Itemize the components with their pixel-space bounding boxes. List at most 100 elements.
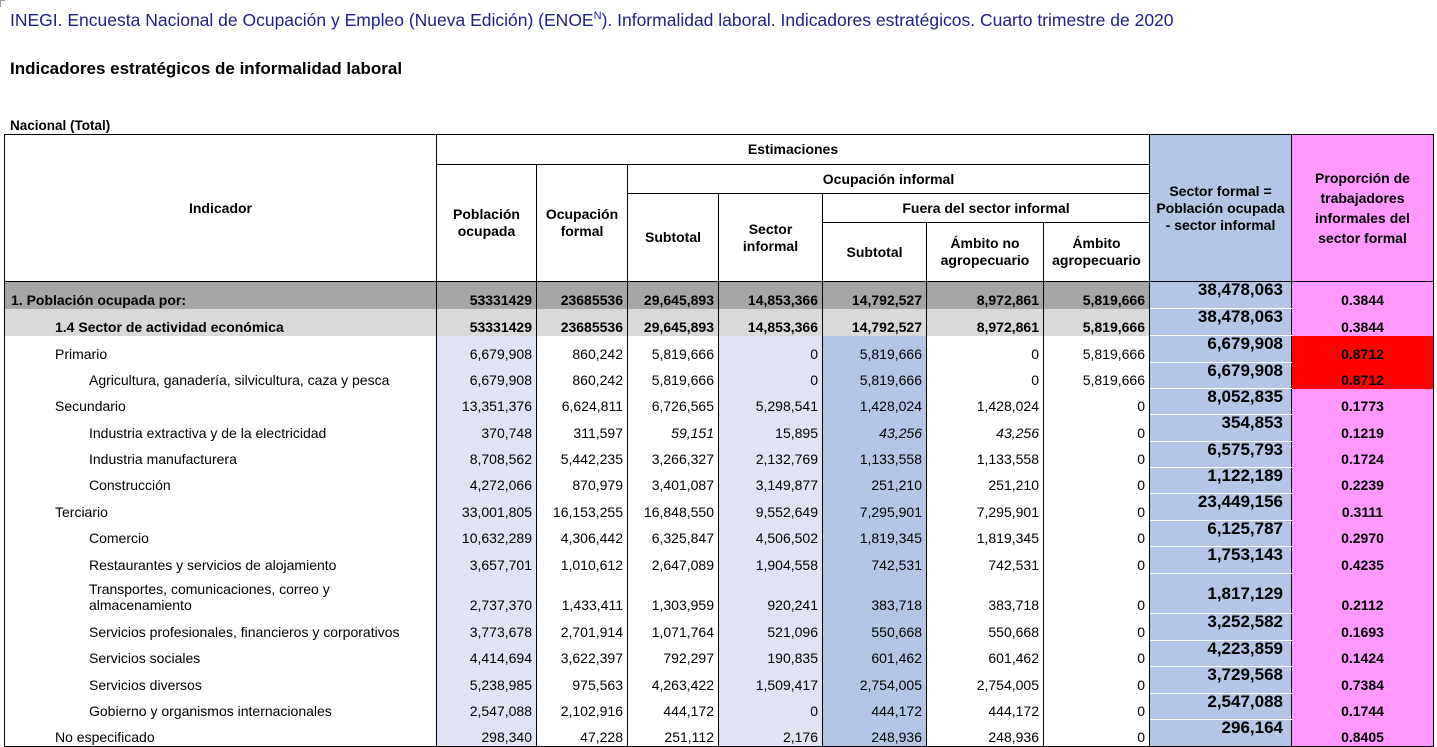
cell-sector-formal: 296,164: [1149, 719, 1292, 747]
table-row: Servicios sociales 4,414,694 3,622,397 792,…: [4, 640, 1434, 667]
cell-ocupacion-formal: 975,563: [536, 666, 628, 694]
cell-ambito-no-agro: 248,936: [926, 719, 1044, 747]
cell-poblacion-ocupada: 298,340: [436, 719, 537, 747]
cell-sector-formal: 6,575,793: [1149, 441, 1292, 468]
cell-fuera-subtotal: 742,531: [822, 546, 927, 574]
cell-proporcion: 0.4235: [1291, 546, 1434, 574]
header-poblacion-ocupada: Población ocupada: [436, 164, 537, 282]
cell-ocupacion-formal: 870,979: [536, 467, 628, 494]
cell-ocupacion-formal: 47,228: [536, 719, 628, 747]
cell-ambito-no-agro: 383,718: [926, 573, 1044, 614]
cell-subtotal: 6,325,847: [627, 520, 719, 547]
cell-ambito-agro: 0: [1043, 666, 1150, 694]
cell-proporcion: 0.1424: [1291, 640, 1434, 667]
cell-ocupacion-formal: 23685536: [536, 281, 628, 309]
cell-subtotal: 29,645,893: [627, 281, 719, 309]
row-label: Servicios diversos: [4, 666, 437, 694]
table-row: Terciario 33,001,805 16,153,255 16,848,550 9…: [4, 493, 1434, 521]
cell-ambito-no-agro: 251,210: [926, 467, 1044, 494]
cell-fuera-subtotal: 248,936: [822, 719, 927, 747]
cell-sector-informal: 3,149,877: [718, 467, 823, 494]
cell-ocupacion-formal: 5,442,235: [536, 441, 628, 468]
header-ambito-agro: Ámbito agropecuario: [1043, 222, 1150, 282]
cell-subtotal: 3,266,327: [627, 441, 719, 468]
scope-label: Nacional (Total): [10, 118, 111, 133]
cell-sector-formal: 6,125,787: [1149, 520, 1292, 547]
cell-sector-formal: 6,679,908: [1149, 335, 1292, 363]
table-row: Comercio 10,632,289 4,306,442 6,325,847 4,50…: [4, 520, 1434, 547]
cell-ambito-no-agro: 444,172: [926, 693, 1044, 720]
cell-ambito-no-agro: 742,531: [926, 546, 1044, 574]
cell-ambito-agro: 0: [1043, 546, 1150, 574]
cell-ambito-agro: 0: [1043, 613, 1150, 641]
cell-ambito-agro: 0: [1043, 414, 1150, 442]
cell-ambito-agro: 0: [1043, 493, 1150, 521]
cell-ambito-no-agro: 8,972,861: [926, 281, 1044, 309]
header-sector-informal: Sector informal: [718, 193, 823, 282]
cell-poblacion-ocupada: 13,351,376: [436, 388, 537, 415]
cell-poblacion-ocupada: 2,737,370: [436, 573, 537, 614]
cell-sector-informal: 190,835: [718, 640, 823, 667]
table-row: Agricultura, ganadería, silvicultura, ca…: [4, 362, 1434, 389]
header-fuera-sector: Fuera del sector informal: [822, 193, 1150, 223]
row-label: Servicios profesionales, financieros y c…: [4, 613, 437, 641]
table-row: 1. Población ocupada por: 53331429 2368553…: [4, 281, 1434, 309]
row-label: No especificado: [4, 719, 437, 747]
cell-subtotal: 792,297: [627, 640, 719, 667]
cell-ambito-agro: 0: [1043, 719, 1150, 747]
cell-sector-informal: 14,853,366: [718, 308, 823, 336]
cell-ambito-no-agro: 1,133,558: [926, 441, 1044, 468]
cell-proporcion: 0.8712: [1291, 362, 1434, 389]
cell-proporcion: 0.1724: [1291, 441, 1434, 468]
table-row: Transportes, comunicaciones, correo y al…: [4, 573, 1434, 614]
header-ocupacion-formal: Ocupación formal: [536, 164, 628, 282]
cell-ambito-no-agro: 2,754,005: [926, 666, 1044, 694]
cell-sector-informal: 2,132,769: [718, 441, 823, 468]
cell-proporcion: 0.2970: [1291, 520, 1434, 547]
cell-poblacion-ocupada: 3,773,678: [436, 613, 537, 641]
cell-ambito-no-agro: 1,428,024: [926, 388, 1044, 415]
row-label: Secundario: [4, 388, 437, 415]
cell-proporcion: 0.8712: [1291, 335, 1434, 363]
cell-ambito-agro: 0: [1043, 640, 1150, 667]
cell-ambito-no-agro: 0: [926, 335, 1044, 363]
cell-ambito-agro: 0: [1043, 693, 1150, 720]
cell-poblacion-ocupada: 53331429: [436, 281, 537, 309]
cell-fuera-subtotal: 14,792,527: [822, 281, 927, 309]
cell-proporcion: 0.3844: [1291, 281, 1434, 309]
cell-ambito-no-agro: 7,295,901: [926, 493, 1044, 521]
cell-subtotal: 1,071,764: [627, 613, 719, 641]
row-label: Terciario: [4, 493, 437, 521]
cell-ocupacion-formal: 23685536: [536, 308, 628, 336]
cell-sector-formal: 1,817,129: [1149, 573, 1292, 614]
cell-fuera-subtotal: 5,819,666: [822, 335, 927, 363]
cell-proporcion: 0.3111: [1291, 493, 1434, 521]
cell-sector-informal: 2,176: [718, 719, 823, 747]
cell-ambito-agro: 0: [1043, 388, 1150, 415]
cell-subtotal: 2,647,089: [627, 546, 719, 574]
cell-subtotal: 16,848,550: [627, 493, 719, 521]
cell-ocupacion-formal: 16,153,255: [536, 493, 628, 521]
cell-subtotal: 59,151: [627, 414, 719, 442]
cell-sector-informal: 15,895: [718, 414, 823, 442]
cell-sector-informal: 5,298,541: [718, 388, 823, 415]
row-label: 1. Población ocupada por:: [4, 281, 437, 309]
header-sector-formal: Sector formal = Población ocupada - sect…: [1149, 134, 1292, 282]
cell-ocupacion-formal: 311,597: [536, 414, 628, 442]
header-proporcion: Proporción de trabajadores informales de…: [1291, 134, 1434, 282]
cell-ambito-no-agro: 43,256: [926, 414, 1044, 442]
cell-sector-formal: 1,122,189: [1149, 467, 1292, 494]
cell-proporcion: 0.1219: [1291, 414, 1434, 442]
cell-proporcion: 0.1693: [1291, 613, 1434, 641]
header-fuera-subtotal: Subtotal: [822, 222, 927, 282]
cell-subtotal: 6,726,565: [627, 388, 719, 415]
cell-poblacion-ocupada: 53331429: [436, 308, 537, 336]
cell-subtotal: 29,645,893: [627, 308, 719, 336]
cell-poblacion-ocupada: 33,001,805: [436, 493, 537, 521]
header-subtotal: Subtotal: [627, 193, 719, 282]
cell-proporcion: 0.2112: [1291, 573, 1434, 614]
page-heading: Indicadores estratégicos de informalidad…: [10, 59, 403, 78]
cell-ambito-no-agro: 550,668: [926, 613, 1044, 641]
cell-ambito-agro: 0: [1043, 520, 1150, 547]
cell-ambito-agro: 5,819,666: [1043, 362, 1150, 389]
